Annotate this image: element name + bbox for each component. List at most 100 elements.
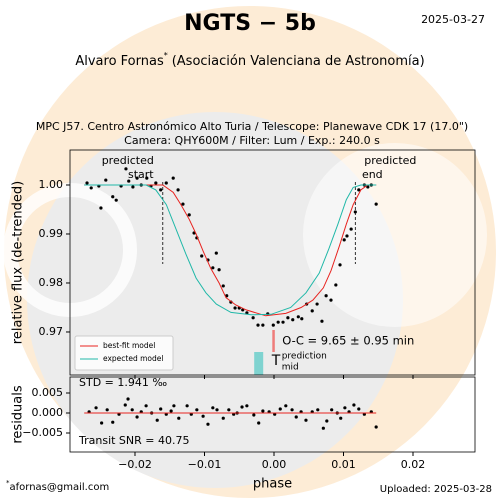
- o-c-label: O-C = 9.65 ± 0.95 min: [282, 334, 414, 348]
- data-point: [177, 416, 181, 420]
- data-point: [89, 186, 93, 190]
- y-axis-label: residuals: [11, 385, 26, 444]
- x-tick-label: −0.02: [118, 458, 152, 471]
- y-tick-label: 0.99: [39, 227, 64, 240]
- x-tick-label: 0.01: [331, 458, 356, 471]
- logo-clock: [303, 143, 487, 327]
- data-point: [99, 206, 103, 210]
- x-tick-label: 0.02: [401, 458, 426, 471]
- y-tick-label: −0.005: [22, 426, 63, 439]
- x-axis-label: phase: [253, 477, 292, 492]
- data-point: [169, 409, 173, 413]
- data-point: [221, 416, 225, 420]
- title: NGTS − 5b: [184, 11, 316, 36]
- data-point: [334, 283, 338, 287]
- data-point: [343, 406, 347, 410]
- data-point: [290, 408, 294, 412]
- data-point: [251, 316, 255, 320]
- data-point: [261, 323, 265, 327]
- data-point: [284, 404, 288, 408]
- data-point: [339, 416, 343, 420]
- data-point: [252, 413, 256, 417]
- affiliation: (Asociación Valenciana de Astronomía): [172, 54, 425, 69]
- data-point: [374, 202, 378, 206]
- data-point: [281, 320, 285, 324]
- subtitle: Camera: QHY600M / Filter: Lum / Exp.: 24…: [124, 134, 380, 147]
- model-line: [84, 184, 377, 316]
- data-point: [176, 188, 180, 192]
- data-point: [215, 408, 219, 412]
- data-point: [261, 409, 265, 413]
- author-mark: *: [164, 51, 168, 60]
- data-point: [200, 254, 204, 258]
- data-point: [185, 404, 189, 408]
- data-point: [353, 210, 357, 214]
- data-point: [325, 419, 329, 423]
- data-point: [144, 404, 148, 408]
- data-point: [201, 414, 205, 418]
- data-point: [154, 181, 158, 185]
- data-point: [214, 251, 218, 255]
- data-point: [159, 407, 163, 411]
- data-point: [294, 415, 298, 419]
- data-point: [217, 268, 221, 272]
- tmid-sub: mid: [282, 363, 299, 373]
- y-tick-label: 1.00: [39, 178, 64, 191]
- data-point: [286, 316, 290, 320]
- data-point: [342, 238, 346, 242]
- data-point: [187, 213, 191, 217]
- data-point: [304, 418, 308, 422]
- data-point: [310, 309, 314, 313]
- y-tick-label: 0.98: [39, 276, 64, 289]
- data-point: [130, 408, 134, 412]
- prediction-mid: [254, 352, 264, 375]
- data-point: [352, 403, 356, 407]
- author: Alvaro Fornas: [75, 54, 164, 69]
- y-tick-label: 0.000: [32, 406, 64, 419]
- data-point: [155, 418, 159, 422]
- data-point: [171, 176, 175, 180]
- data-point: [135, 176, 139, 180]
- data-point: [164, 181, 168, 185]
- data-point: [245, 404, 249, 408]
- data-point: [227, 408, 231, 412]
- observer: Alvaro Fornas* (Asociación Valenciana de …: [75, 51, 424, 69]
- stat: Transit SNR = 40.75: [78, 434, 190, 447]
- data-point: [240, 405, 244, 409]
- y-tick-label: 0.005: [32, 386, 64, 399]
- data-point: [338, 263, 342, 267]
- data-point: [126, 397, 130, 401]
- data-point: [211, 406, 215, 410]
- data-point: [114, 198, 118, 202]
- uploaded: Uploaded: 2025-03-28: [380, 484, 492, 495]
- legend-label: expected model: [103, 354, 163, 363]
- tmid-sup: prediction: [282, 352, 327, 362]
- data-point: [276, 320, 280, 324]
- predicted-label: start: [128, 168, 154, 181]
- data-point: [330, 408, 334, 412]
- data-point: [349, 227, 353, 231]
- data-point: [100, 421, 104, 425]
- data-point: [315, 302, 319, 306]
- data-point: [300, 317, 304, 321]
- data-point: [195, 408, 199, 412]
- data-point: [345, 234, 349, 238]
- date: 2025-03-27: [421, 13, 485, 26]
- data-point: [135, 415, 139, 419]
- predicted-label: predicted: [364, 154, 416, 167]
- data-point: [131, 185, 135, 189]
- legend-label: best-fit model: [103, 341, 155, 350]
- data-point: [111, 195, 115, 199]
- data-point: [111, 420, 115, 424]
- data-point: [374, 425, 378, 429]
- data-point: [291, 318, 295, 322]
- data-point: [159, 188, 163, 192]
- data-point: [329, 298, 333, 302]
- data-point: [94, 406, 98, 410]
- data-point: [123, 403, 127, 407]
- data-point: [145, 176, 149, 180]
- data-point: [206, 422, 210, 426]
- email-mark: *: [6, 479, 10, 487]
- data-point: [127, 179, 131, 183]
